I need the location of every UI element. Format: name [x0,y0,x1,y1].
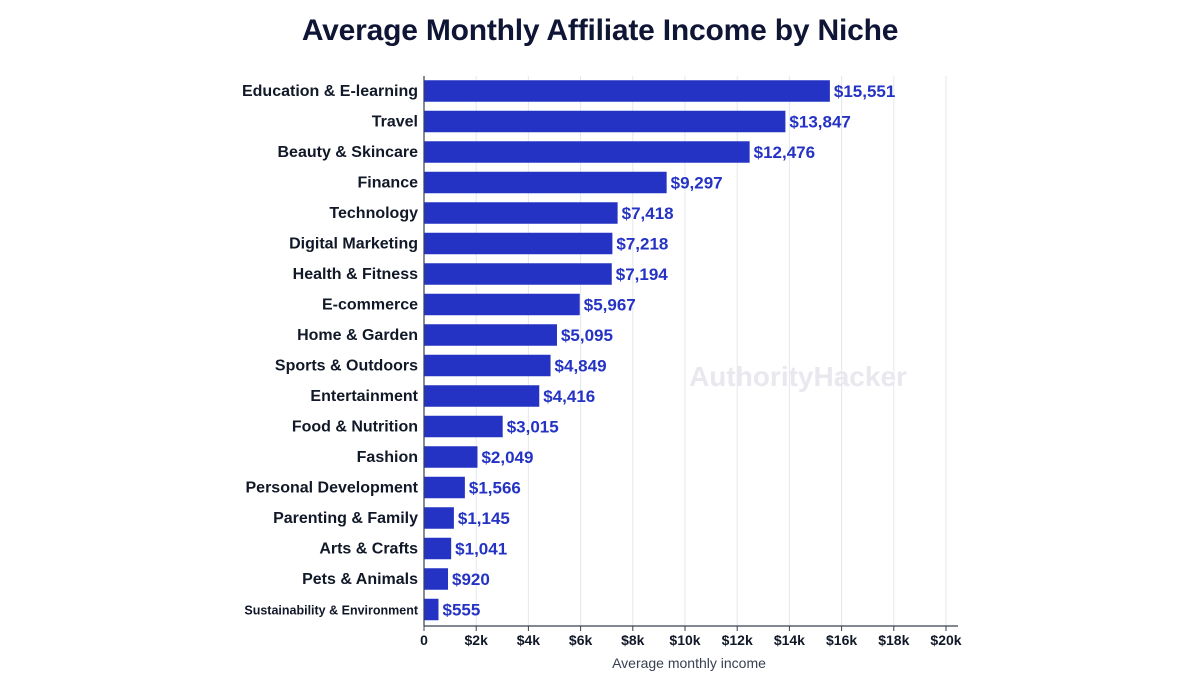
bars: $15,551 $13,847 $12,476 $9,297 $7,418 $7,218 $… [424,80,895,621]
chart-title: Average Monthly Affiliate Income by Nich… [301,14,899,47]
category-label: Home & Garden [297,327,418,344]
category-label: Pets & Animals [302,571,418,588]
bar [424,568,449,590]
category-label: Food & Nutrition [292,419,418,436]
category-label: Finance [358,175,419,192]
x-tick-label: 0 [420,632,428,648]
value-label: $1,041 [455,540,507,559]
value-label: $1,566 [469,479,521,498]
x-tick-label: $6k [569,632,593,648]
bar [424,110,786,133]
value-label: $7,218 [616,235,668,254]
category-label: E-commerce [322,297,418,314]
bar [424,263,612,285]
category-label: Health & Fitness [293,266,418,283]
category-label: Education & E-learning [242,83,418,100]
bar [424,537,452,560]
bar [424,232,613,255]
x-tick-label: $8k [621,632,645,648]
bar [424,446,478,468]
value-label: $555 [442,601,480,620]
bar [424,80,830,102]
x-axis-title: Average monthly income [612,655,766,671]
value-label: $5,967 [584,296,636,315]
x-tick-label: $2k [465,632,489,648]
bar [424,354,551,377]
value-label: $1,145 [458,509,510,528]
bar [424,385,540,407]
value-label: $3,015 [507,418,559,437]
category-label: Travel [372,114,418,131]
category-label: Sustainability & Environment [244,604,418,618]
bar [424,415,503,438]
bar [424,476,465,499]
value-label: $4,416 [543,387,595,406]
category-label: Parenting & Family [273,510,418,527]
category-label: Sports & Outdoors [275,358,418,375]
grid-lines [475,76,947,626]
bar [424,141,750,163]
x-tick-label: $14k [774,632,805,648]
value-label: $2,049 [481,448,533,467]
category-label: Digital Marketing [289,236,418,253]
category-label: Personal Development [246,480,419,497]
bar [424,507,454,529]
category-label: Entertainment [310,388,418,405]
category-label: Arts & Crafts [319,541,418,558]
category-label: Fashion [357,449,418,466]
x-tick-label: $4k [517,632,541,648]
axes: 0 $2k $4k $6k $8k $10k $12k $14k $16k $18k $20k Edu… [242,76,962,648]
category-label: Beauty & Skincare [277,144,418,161]
bar [424,202,618,224]
bar [424,324,557,346]
value-label: $4,849 [555,357,607,376]
value-label: $920 [452,570,490,589]
category-label: Technology [329,205,418,222]
value-label: $7,418 [622,204,674,223]
bar [424,171,667,194]
watermark-text: AuthorityHacker [689,361,907,392]
x-tick-label: $20k [930,632,961,648]
value-label: $13,847 [789,113,850,132]
value-label: $5,095 [561,326,613,345]
value-label: $9,297 [671,174,723,193]
x-tick-label: $10k [669,632,700,648]
x-tick-label: $16k [826,632,857,648]
value-label: $15,551 [834,82,895,101]
value-label: $12,476 [754,143,815,162]
bar [424,598,439,621]
x-tick-label: $18k [878,632,909,648]
value-label: $7,194 [616,265,669,284]
x-tick-label: $12k [722,632,753,648]
bar [424,293,580,316]
